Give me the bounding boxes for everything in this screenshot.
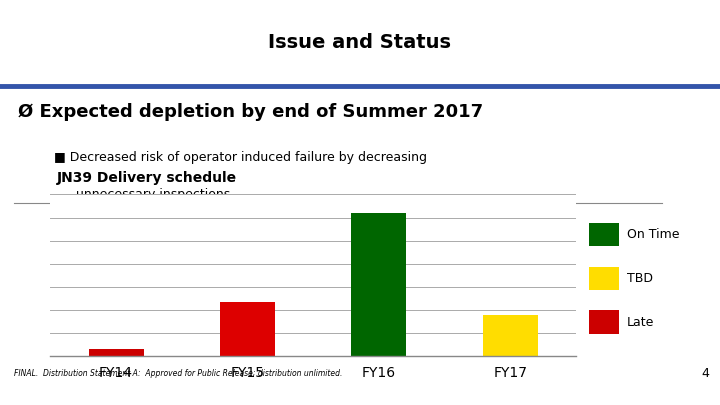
- Text: 4: 4: [701, 367, 709, 380]
- Bar: [482, 315, 538, 356]
- Text: JN39 Delivery schedule: JN39 Delivery schedule: [57, 171, 237, 185]
- Text: TBD: TBD: [627, 272, 653, 285]
- Text: Ø Expected depletion by end of Summer 2017: Ø Expected depletion by end of Summer 20…: [18, 103, 483, 121]
- Bar: [220, 302, 275, 356]
- Text: Late: Late: [627, 315, 654, 328]
- Text: ■ Decreased risk of operator induced failure by decreasing: ■ Decreased risk of operator induced fai…: [54, 151, 427, 164]
- Bar: [589, 223, 618, 246]
- Bar: [89, 349, 144, 356]
- Text: Issue and Status: Issue and Status: [269, 33, 451, 52]
- Bar: [589, 266, 618, 290]
- Text: unnecessary inspections: unnecessary inspections: [76, 188, 230, 201]
- Text: FINAL.  Distribution Statement A:  Approved for Public Release; distribution unl: FINAL. Distribution Statement A: Approve…: [14, 369, 343, 378]
- Bar: [351, 213, 407, 356]
- Bar: [589, 310, 618, 334]
- Text: On Time: On Time: [627, 228, 680, 241]
